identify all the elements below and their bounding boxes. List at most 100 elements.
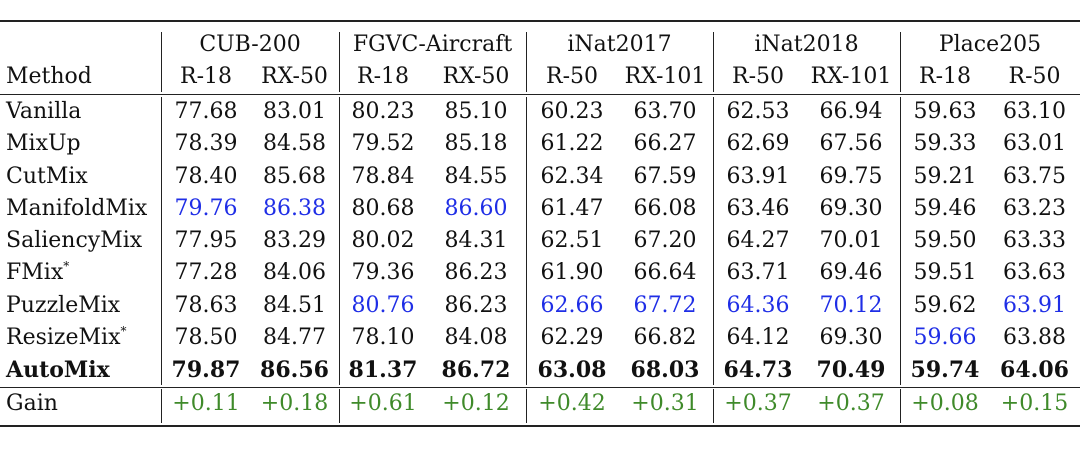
table-cell: 61.47 [540, 196, 604, 221]
method-name: MixUp [6, 128, 81, 160]
table-cell: 63.23 [1003, 196, 1066, 221]
table-cell: 63.91 [726, 164, 790, 189]
method-name: Vanilla [6, 96, 81, 128]
table-cell: 64.36 [726, 293, 790, 318]
table-cell: 78.84 [351, 164, 415, 189]
table-cell: 69.46 [819, 260, 883, 285]
column-separator [900, 389, 901, 423]
table-cell: 81.37 [348, 357, 418, 383]
table-cell: 78.10 [351, 325, 415, 350]
table-cell: 63.63 [1003, 260, 1066, 285]
table-cell: 61.22 [540, 131, 604, 156]
column-header: R-18 [919, 64, 971, 89]
table-cell: 67.59 [633, 164, 697, 189]
table-cell: 59.33 [913, 131, 977, 156]
method-name-text: CutMix [6, 164, 88, 189]
table-cell: 67.20 [633, 228, 697, 253]
column-header: R-50 [1008, 64, 1061, 89]
table-cell: 66.94 [819, 99, 883, 124]
table-cell: 85.18 [444, 131, 508, 156]
top-rule [0, 20, 1080, 22]
column-separator [339, 32, 340, 92]
table-cell: 63.08 [537, 357, 607, 383]
header-rule [0, 94, 1080, 95]
table-cell: 70.12 [819, 293, 883, 318]
table-cell: 63.70 [633, 99, 697, 124]
column-header: RX-50 [261, 64, 328, 89]
gain-cell: +0.37 [724, 391, 792, 416]
method-name: ManifoldMix [6, 193, 147, 225]
group-header: Place205 [938, 32, 1042, 57]
gain-label: Gain [6, 391, 58, 416]
table-cell: 62.66 [540, 293, 604, 318]
table-cell: 70.49 [816, 357, 886, 383]
table-cell: 60.23 [540, 99, 604, 124]
table-cell: 63.10 [1003, 99, 1066, 124]
column-separator [526, 32, 527, 92]
table-cell: 77.95 [174, 228, 238, 253]
method-name-text: MixUp [6, 131, 81, 156]
table-cell: 69.75 [819, 164, 883, 189]
column-header: RX-101 [624, 64, 706, 89]
table-cell: 86.56 [260, 357, 329, 383]
method-name-text: AutoMix [6, 357, 110, 383]
table-cell: 86.23 [444, 260, 508, 285]
table-cell: 66.27 [633, 131, 697, 156]
table-cell: 59.50 [913, 228, 977, 253]
table-cell: 79.36 [351, 260, 415, 285]
gain-cell: +0.31 [631, 391, 699, 416]
table-cell: 79.87 [171, 357, 241, 383]
table-cell: 59.74 [910, 357, 980, 383]
table-cell: 78.50 [174, 325, 238, 350]
method-name: CutMix [6, 161, 88, 193]
table-cell: 77.68 [174, 99, 238, 124]
table-cell: 62.29 [540, 325, 604, 350]
table-cell: 59.46 [913, 196, 977, 221]
column-header: R-50 [546, 64, 598, 89]
column-separator [339, 389, 340, 423]
table-cell: 68.03 [630, 357, 700, 383]
table-cell: 84.06 [263, 260, 326, 285]
method-name: FMix* [6, 257, 69, 289]
column-separator [713, 97, 714, 385]
superscript-mark: * [63, 259, 70, 273]
group-header: iNat2017 [567, 32, 672, 57]
table-cell: 86.38 [263, 196, 326, 221]
table-cell: 86.60 [444, 196, 508, 221]
gain-cell: +0.12 [442, 391, 510, 416]
table-cell: 78.40 [174, 164, 238, 189]
method-name: PuzzleMix [6, 290, 120, 322]
table-cell: 62.51 [540, 228, 604, 253]
column-separator [161, 32, 162, 92]
gain-cell: +0.08 [911, 391, 979, 416]
method-name-text: Vanilla [6, 99, 82, 124]
group-header: iNat2018 [754, 32, 859, 57]
table-cell: 79.52 [351, 131, 415, 156]
table-cell: 66.64 [633, 260, 697, 285]
table-cell: 64.27 [726, 228, 790, 253]
table-cell: 63.46 [726, 196, 790, 221]
column-separator [713, 389, 714, 423]
table-cell: 59.63 [913, 99, 977, 124]
table-cell: 59.51 [913, 260, 977, 285]
column-separator [526, 389, 527, 423]
column-header: R-18 [180, 64, 232, 89]
table-cell: 63.88 [1003, 325, 1066, 350]
table-cell: 62.69 [726, 131, 790, 156]
bottom-rule [0, 425, 1080, 427]
table-cell: 66.82 [633, 325, 697, 350]
gain-cell: +0.37 [817, 391, 885, 416]
table-cell: 63.01 [1003, 131, 1066, 156]
table-cell: 80.76 [351, 293, 415, 318]
table-cell: 63.71 [726, 260, 790, 285]
method-name: AutoMix [6, 354, 110, 386]
table-cell: 84.08 [444, 325, 508, 350]
table-cell: 78.63 [174, 293, 238, 318]
column-header: R-18 [357, 64, 409, 89]
method-name-text: FMix [6, 260, 64, 285]
table-cell: 80.68 [351, 196, 415, 221]
table-cell: 84.77 [263, 325, 326, 350]
gain-cell: +0.42 [538, 391, 606, 416]
table-cell: 83.29 [263, 228, 326, 253]
